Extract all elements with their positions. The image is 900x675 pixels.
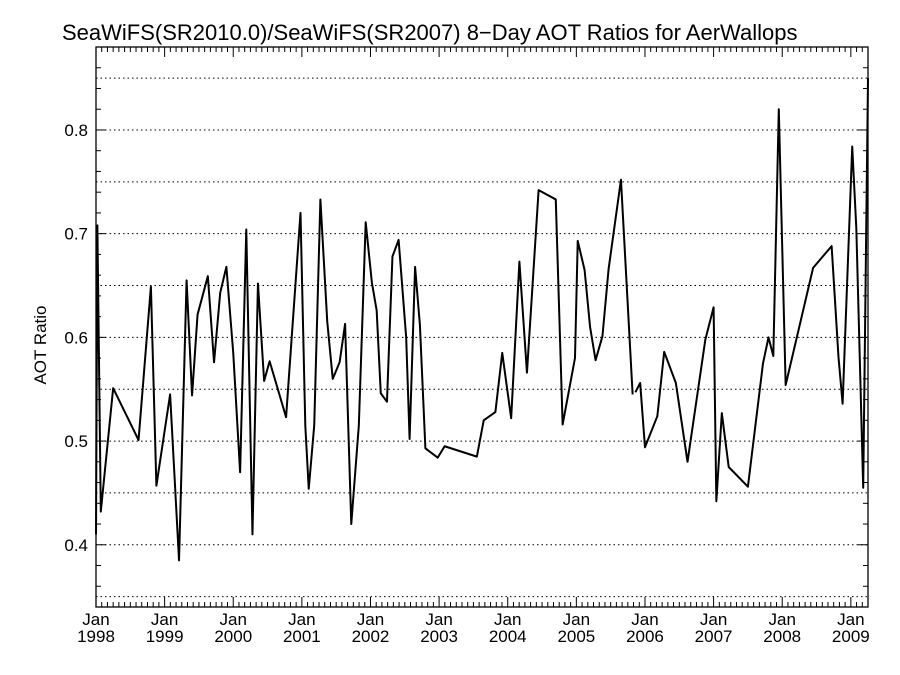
x-tick-label-month: Jan xyxy=(82,610,109,629)
chart-title: SeaWiFS(SR2010.0)/SeaWiFS(SR2007) 8−Day … xyxy=(62,20,797,45)
x-tick-label-month: Jan xyxy=(288,610,315,629)
x-tick-label-year: 2008 xyxy=(763,627,801,646)
x-tick-label-year: 2007 xyxy=(695,627,733,646)
series-line xyxy=(634,78,869,503)
x-tick-label-year: 2004 xyxy=(489,627,527,646)
x-tick-label-month: Jan xyxy=(425,610,452,629)
x-tick-label-month: Jan xyxy=(494,610,521,629)
y-tick-label: 0.5 xyxy=(64,432,88,451)
x-tick-label-year: 2003 xyxy=(420,627,458,646)
x-tick-label-year: 1998 xyxy=(77,627,115,646)
y-tick-label: 0.4 xyxy=(64,536,88,555)
x-tick-label-year: 2006 xyxy=(626,627,664,646)
x-tick-label-month: Jan xyxy=(563,610,590,629)
x-tick-label-year: 1999 xyxy=(146,627,184,646)
x-tick-label-month: Jan xyxy=(700,610,727,629)
x-tick-label-month: Jan xyxy=(837,610,864,629)
x-tick-label-year: 2002 xyxy=(352,627,390,646)
y-axis-label: AOT Ratio xyxy=(31,305,50,384)
x-tick-label-month: Jan xyxy=(769,610,796,629)
x-tick-label-month: Jan xyxy=(220,610,247,629)
x-tick-label-year: 2009 xyxy=(832,627,870,646)
series-line xyxy=(95,178,634,562)
x-tick-label-month: Jan xyxy=(357,610,384,629)
x-tick-label-year: 2001 xyxy=(283,627,321,646)
series-lines xyxy=(95,78,869,562)
tick-labels: 0.40.50.60.70.8Jan1998Jan1999Jan2000Jan2… xyxy=(64,121,869,646)
x-tick-label-month: Jan xyxy=(631,610,658,629)
x-tick-label-month: Jan xyxy=(151,610,178,629)
x-tick-label-year: 2005 xyxy=(557,627,595,646)
plot-frame xyxy=(95,46,869,608)
y-tick-label: 0.7 xyxy=(64,225,88,244)
x-tick-label-year: 2000 xyxy=(214,627,252,646)
y-tick-label: 0.6 xyxy=(64,328,88,347)
y-tick-label: 0.8 xyxy=(64,121,88,140)
